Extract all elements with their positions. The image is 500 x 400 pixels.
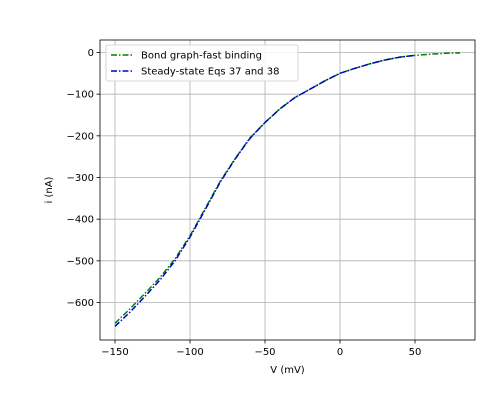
x-tick-label: 50 [409, 347, 422, 358]
x-tick-label: −150 [101, 347, 128, 358]
x-tick-label: 0 [337, 347, 343, 358]
y-tick-label: −200 [67, 131, 94, 142]
legend-label-1: Bond graph-fast binding [141, 51, 262, 62]
grid-lines [100, 40, 475, 340]
x-axis-label: V (mV) [270, 365, 305, 376]
y-tick-label: −300 [67, 173, 94, 184]
y-axis-ticks: 0 −100 −200 −300 −400 −500 −600 [67, 48, 100, 309]
legend-box [105, 44, 299, 82]
x-axis-ticks: −150 −100 −50 0 50 [101, 340, 421, 358]
y-tick-label: −100 [67, 90, 94, 101]
plot-frame [99, 39, 476, 341]
y-tick-label: −400 [67, 215, 94, 226]
series-line-2 [114, 54, 416, 327]
x-tick-label: −50 [254, 347, 275, 358]
y-tick-label: 0 [88, 48, 94, 59]
y-tick-label: −500 [67, 256, 94, 267]
x-tick-label: −100 [176, 347, 203, 358]
series-lines [114, 52, 461, 327]
legend: Bond graph-fast binding Steady-state Eqs … [105, 44, 299, 82]
y-axis-label: i (nA) [44, 176, 55, 203]
y-tick-label: −600 [67, 298, 94, 309]
legend-label-2: Steady-state Eqs 37 and 38 [141, 67, 279, 78]
